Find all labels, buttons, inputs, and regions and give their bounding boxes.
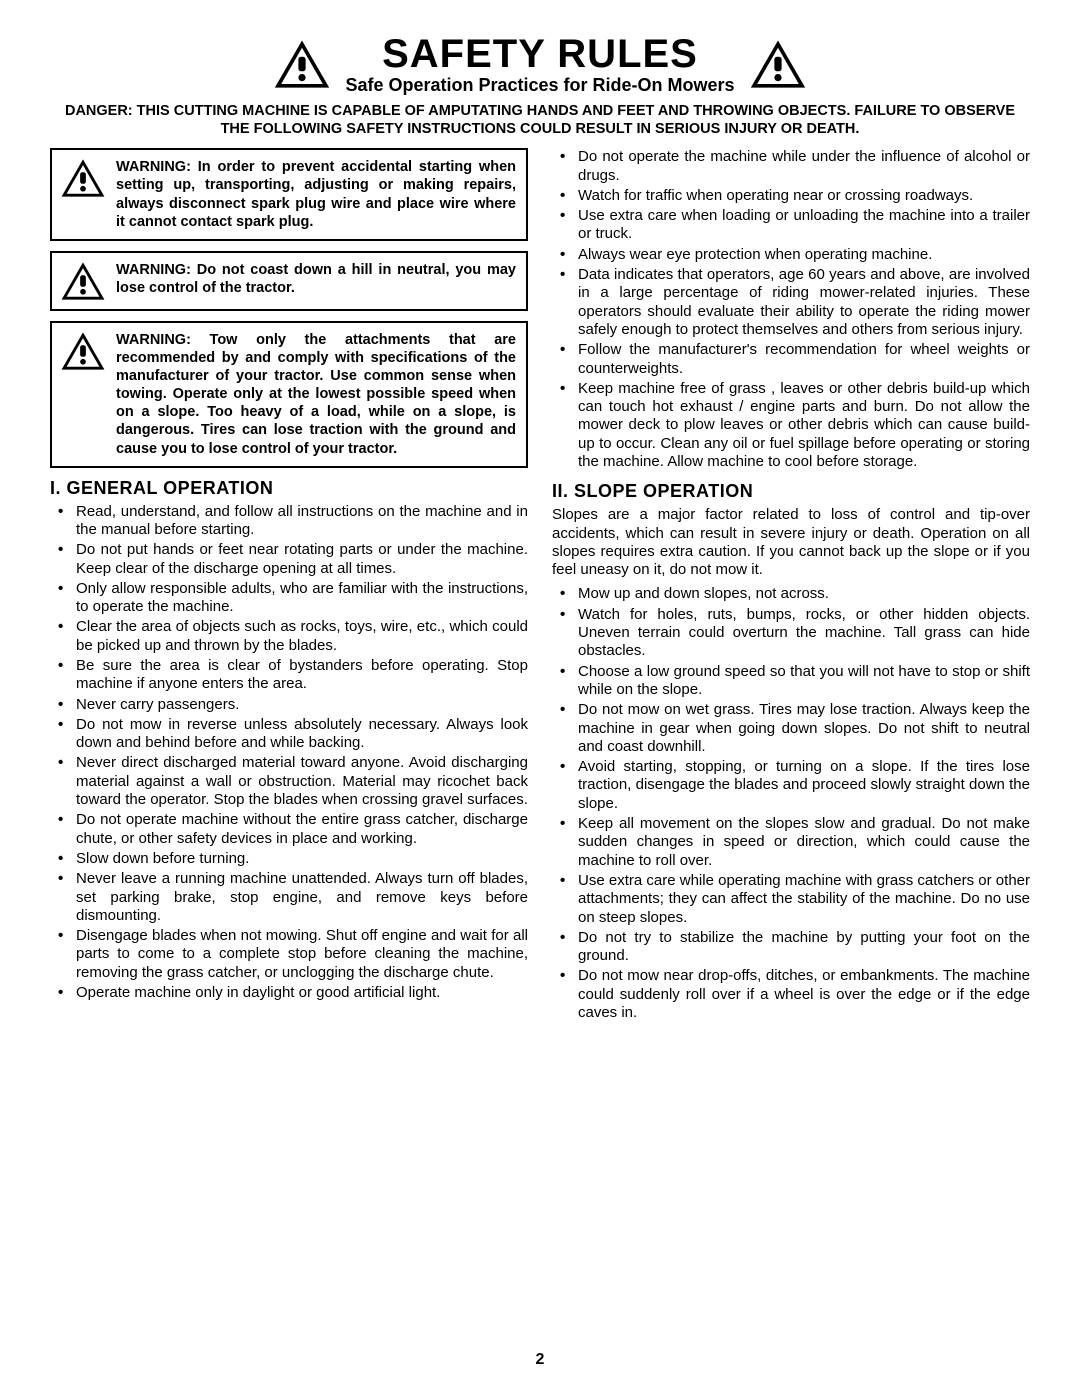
list-item: Never direct discharged material toward … <box>50 754 528 809</box>
list-item: Do not put hands or feet near rotating p… <box>50 541 528 578</box>
warning-triangle-icon <box>749 38 807 90</box>
list-item: Choose a low ground speed so that you wi… <box>552 663 1030 700</box>
list-item: Watch for holes, ruts, bumps, rocks, or … <box>552 606 1030 661</box>
left-column: WARNING: In order to prevent accidental … <box>50 148 528 1024</box>
warning-text-3: WARNING: Tow only the attachments that a… <box>116 331 516 458</box>
slope-intro: Slopes are a major factor related to los… <box>552 506 1030 579</box>
section-heading-slope: II. SLOPE OPERATION <box>552 481 1030 502</box>
list-item: Do not operate machine without the entir… <box>50 811 528 848</box>
list-item: Avoid starting, stopping, or turning on … <box>552 758 1030 813</box>
warning-text-2: WARNING: Do not coast down a hill in neu… <box>116 261 516 297</box>
list-item: Keep machine free of grass , leaves or o… <box>552 380 1030 471</box>
list-item: Only allow responsible adults, who are f… <box>50 580 528 617</box>
warning-box-2: WARNING: Do not coast down a hill in neu… <box>50 251 528 311</box>
page-subtitle: Safe Operation Practices for Ride-On Mow… <box>345 75 734 96</box>
warning-triangle-icon <box>273 38 331 90</box>
list-item: Use extra care while operating machine w… <box>552 872 1030 927</box>
list-item: Never carry passengers. <box>50 696 528 714</box>
list-item: Read, understand, and follow all instruc… <box>50 503 528 540</box>
list-item: Do not operate the machine while under t… <box>552 148 1030 185</box>
list-item: Disengage blades when not mowing. Shut o… <box>50 927 528 982</box>
list-item: Do not try to stabilize the machine by p… <box>552 929 1030 966</box>
page-header: SAFETY RULES Safe Operation Practices fo… <box>50 32 1030 138</box>
slope-operation-list: Mow up and down slopes, not across. Watch… <box>552 585 1030 1022</box>
list-item: Always wear eye protection when operatin… <box>552 246 1030 264</box>
general-operation-list: Read, understand, and follow all instruc… <box>50 503 528 1003</box>
right-column: Do not operate the machine while under t… <box>552 148 1030 1024</box>
warning-triangle-icon <box>60 261 106 301</box>
danger-text: DANGER: THIS CUTTING MACHINE IS CAPABLE … <box>50 102 1030 138</box>
list-item: Use extra care when loading or unloading… <box>552 207 1030 244</box>
warning-box-1: WARNING: In order to prevent accidental … <box>50 148 528 241</box>
list-item: Do not mow near drop-offs, ditches, or e… <box>552 967 1030 1022</box>
warning-text-1: WARNING: In order to prevent accidental … <box>116 158 516 231</box>
list-item: Slow down before turning. <box>50 850 528 868</box>
page-number: 2 <box>0 1351 1080 1369</box>
warning-triangle-icon <box>60 331 106 371</box>
list-item: Mow up and down slopes, not across. <box>552 585 1030 603</box>
list-item: Keep all movement on the slopes slow and… <box>552 815 1030 870</box>
section-heading-general: I. GENERAL OPERATION <box>50 478 528 499</box>
list-item: Never leave a running machine unattended… <box>50 870 528 925</box>
list-item: Do not mow in reverse unless absolutely … <box>50 716 528 753</box>
title-row: SAFETY RULES Safe Operation Practices fo… <box>50 32 1030 96</box>
warning-box-3: WARNING: Tow only the attachments that a… <box>50 321 528 468</box>
general-operation-list-continued: Do not operate the machine while under t… <box>552 148 1030 471</box>
list-item: Follow the manufacturer's recommendation… <box>552 341 1030 378</box>
list-item: Clear the area of objects such as rocks,… <box>50 618 528 655</box>
list-item: Data indicates that operators, age 60 ye… <box>552 266 1030 339</box>
list-item: Watch for traffic when operating near or… <box>552 187 1030 205</box>
list-item: Be sure the area is clear of bystanders … <box>50 657 528 694</box>
content-columns: WARNING: In order to prevent accidental … <box>50 148 1030 1024</box>
list-item: Operate machine only in daylight or good… <box>50 984 528 1002</box>
list-item: Do not mow on wet grass. Tires may lose … <box>552 701 1030 756</box>
page-title: SAFETY RULES <box>382 32 698 77</box>
warning-triangle-icon <box>60 158 106 198</box>
